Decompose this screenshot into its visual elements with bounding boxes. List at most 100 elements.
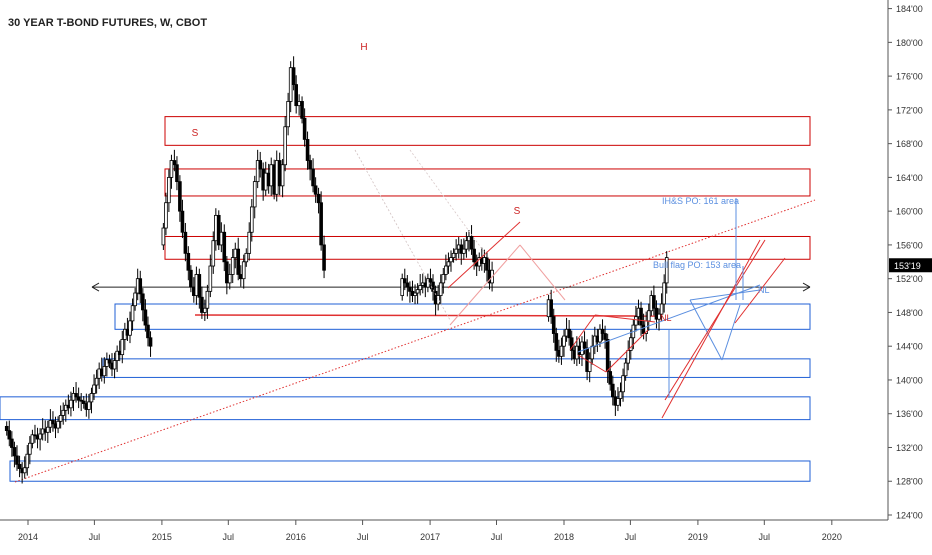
candle-body-141 (464, 240, 469, 250)
candle-body-115 (322, 244, 326, 271)
candle-body-179 (616, 398, 620, 406)
candle-body-157 (559, 345, 564, 357)
candle-body-127 (428, 278, 433, 283)
candle-body-1 (7, 430, 12, 440)
candle-body-34 (92, 384, 96, 394)
candle-body-92 (258, 160, 263, 170)
candle-body-74 (208, 265, 213, 292)
candle-body-38 (102, 366, 107, 377)
candle-body-107 (300, 101, 304, 119)
x-tick-label-6: 2017 (420, 532, 440, 542)
channel-upper-line (664, 239, 766, 401)
y-tick-label-2: 132'00 (896, 443, 923, 453)
y-tick-label-15: 184'00 (896, 4, 923, 14)
y-tick-label-11: 168'00 (896, 139, 923, 149)
candle-body-108 (302, 117, 307, 140)
candle-body-135 (449, 257, 453, 263)
candle-body-10 (30, 434, 35, 444)
candle-body-133 (444, 265, 448, 275)
candle-body-144 (472, 248, 476, 263)
candle-body-186 (634, 316, 638, 326)
label-neckline-blue: NL (758, 285, 770, 295)
candle-body-174 (603, 333, 607, 340)
candle-body-82 (230, 257, 235, 275)
candle-body-91 (255, 160, 260, 183)
candle-body-119 (408, 286, 412, 292)
zone-support-5 (0, 396, 811, 421)
candle-body-181 (621, 375, 625, 393)
zone-support-4 (102, 358, 811, 378)
candle-body-7 (22, 467, 27, 474)
candle-body-188 (639, 307, 643, 326)
candle-body-101 (283, 126, 287, 166)
candle-body-86 (241, 261, 246, 280)
neckline-red (194, 314, 656, 317)
candle-body-35 (94, 377, 99, 386)
x-tick-label-1: Jul (89, 532, 101, 542)
candle-body-117 (402, 278, 407, 284)
candle-body-198 (664, 257, 669, 284)
candle-body-72 (203, 307, 207, 313)
candle-body-89 (249, 206, 254, 233)
candle-body-9 (28, 442, 32, 455)
flag-upper-left (569, 314, 596, 351)
candle-body-123 (418, 285, 422, 291)
y-tick-label-5: 144'00 (896, 342, 923, 352)
candle-body-0 (4, 425, 9, 432)
candle-body-80 (225, 261, 229, 284)
candle-body-55 (146, 324, 150, 339)
x-tick-label-0: 2014 (18, 532, 38, 542)
x-tick-label-10: 2019 (688, 532, 708, 542)
candle-body-61 (172, 160, 177, 166)
candle-body-78 (219, 231, 224, 246)
candle-body-28 (76, 396, 81, 401)
candle-body-130 (436, 295, 440, 305)
x-tick-label-2: 2015 (152, 532, 172, 542)
candle-body-49 (130, 305, 135, 322)
candle-body-69 (194, 274, 199, 296)
candle-body-168 (587, 358, 592, 372)
candle-body-64 (180, 210, 185, 233)
x-tick-label-3: Jul (223, 532, 235, 542)
candle-body-121 (413, 292, 417, 296)
candle-body-81 (227, 274, 232, 284)
candle-body-76 (214, 214, 218, 242)
zone-support-3 (114, 303, 811, 330)
candle-body-132 (441, 274, 446, 284)
candle-body-88 (247, 231, 252, 254)
candle-body-94 (263, 172, 268, 191)
candle-body-196 (659, 303, 664, 315)
candle-body-27 (74, 393, 78, 398)
candle-body-13 (38, 433, 42, 440)
candle-body-111 (311, 168, 315, 187)
candle-body-5 (17, 463, 22, 469)
x-tick-label-5: Jul (357, 532, 369, 542)
candle-body-140 (462, 248, 466, 254)
last-price-label: 153'19 (894, 261, 921, 271)
candle-body-21 (58, 415, 63, 422)
candle-body-43 (115, 350, 119, 361)
candle-body-20 (56, 420, 60, 429)
diagonal-faint-b (409, 149, 491, 261)
candle-body-184 (628, 337, 633, 351)
y-tick-label-14: 180'00 (896, 38, 923, 48)
candle-body-166 (582, 341, 587, 349)
candle-body-103 (288, 67, 293, 102)
zone-resistance-1 (164, 168, 811, 197)
candle-body-131 (438, 282, 443, 296)
label-head: H (360, 42, 367, 53)
flag-upper-right (594, 314, 656, 323)
candle-body-52 (138, 278, 143, 295)
wedge-lower-line (449, 244, 521, 326)
zone-resistance-2 (164, 235, 811, 260)
candle-body-134 (446, 261, 451, 267)
candle-body-180 (618, 391, 623, 399)
wedge-upper-line (447, 221, 521, 289)
candle-body-172 (598, 328, 602, 343)
ihs-triangle-a (689, 299, 723, 361)
candle-body-85 (238, 274, 243, 280)
candle-body-118 (405, 282, 410, 288)
candle-body-71 (200, 296, 204, 313)
candle-body-173 (600, 328, 605, 334)
candle-body-193 (652, 295, 656, 309)
